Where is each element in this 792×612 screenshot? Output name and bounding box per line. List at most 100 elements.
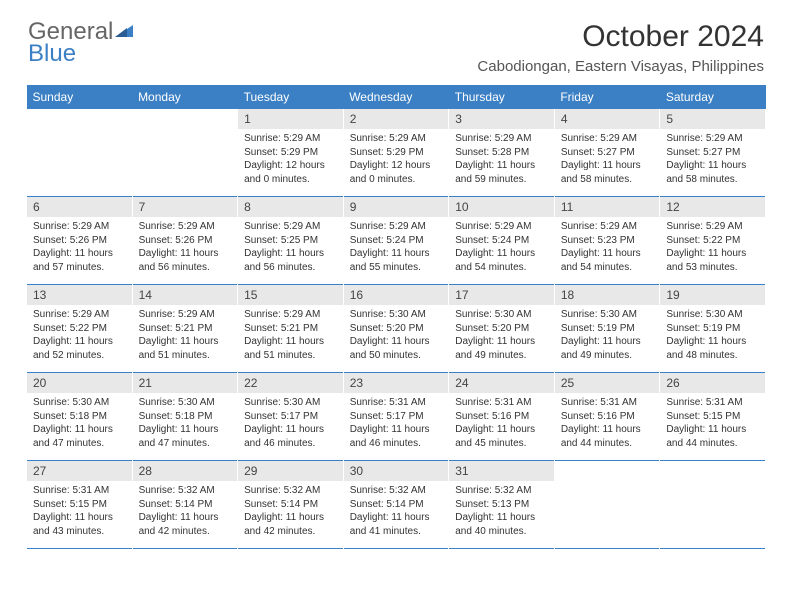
daylight-text: Daylight: 11 hours and 54 minutes. [561, 247, 654, 274]
daynum-29: 29 [238, 461, 344, 481]
daylight-text: Daylight: 11 hours and 55 minutes. [350, 247, 443, 274]
sunset-text: Sunset: 5:20 PM [455, 322, 548, 336]
logo: GeneralBlue [28, 20, 137, 66]
sunset-text: Sunset: 5:23 PM [561, 234, 654, 248]
sunset-text: Sunset: 5:25 PM [244, 234, 337, 248]
daylight-text: Daylight: 11 hours and 52 minutes. [33, 335, 126, 362]
day-empty [132, 129, 238, 197]
sunrise-text: Sunrise: 5:29 AM [244, 308, 337, 322]
logo-text-blue: Blue [28, 42, 137, 66]
daynum-empty [660, 461, 766, 481]
sunrise-text: Sunrise: 5:31 AM [666, 396, 759, 410]
sunset-text: Sunset: 5:14 PM [350, 498, 443, 512]
week-1-data: Sunrise: 5:29 AMSunset: 5:26 PMDaylight:… [27, 217, 766, 285]
week-0-data: Sunrise: 5:29 AM Sunset: 5:29 PMDaylight:… [27, 129, 766, 197]
sunrise-text: Sunrise: 5:29 AM [666, 132, 759, 146]
day-20-details: Sunrise: 5:30 AMSunset: 5:18 PMDaylight:… [27, 393, 133, 461]
daynum-24: 24 [449, 373, 555, 393]
week-3-data: Sunrise: 5:30 AMSunset: 5:18 PMDaylight:… [27, 393, 766, 461]
daylight-text: Daylight: 11 hours and 53 minutes. [666, 247, 759, 274]
sunset-text: Sunset: 5:22 PM [666, 234, 759, 248]
daylight-text: Daylight: 11 hours and 42 minutes. [244, 511, 337, 538]
day-21-details: Sunrise: 5:30 AMSunset: 5:18 PMDaylight:… [132, 393, 238, 461]
day-3-details: Sunrise: 5:29 AMSunset: 5:28 PMDaylight:… [449, 129, 555, 197]
day-18-details: Sunrise: 5:30 AMSunset: 5:19 PMDaylight:… [554, 305, 660, 373]
sunset-text: Sunset: 5:28 PM [455, 146, 548, 160]
daynum-10: 10 [449, 197, 555, 217]
week-2-daynums: 13141516171819 [27, 285, 766, 305]
day-empty [660, 481, 766, 549]
dow-friday: Friday [554, 85, 660, 109]
daynum-23: 23 [343, 373, 449, 393]
day-14-details: Sunrise: 5:29 AMSunset: 5:21 PMDaylight:… [132, 305, 238, 373]
daynum-15: 15 [238, 285, 344, 305]
sunrise-text: Sunrise: 5:30 AM [350, 308, 443, 322]
logo-triangle-icon [115, 20, 135, 44]
daylight-text: Daylight: 11 hours and 40 minutes. [455, 511, 548, 538]
daynum-14: 14 [132, 285, 238, 305]
sunset-text: Sunset: 5:17 PM [244, 410, 337, 424]
day-19-details: Sunrise: 5:30 AMSunset: 5:19 PMDaylight:… [660, 305, 766, 373]
daynum-27: 27 [27, 461, 133, 481]
daynum-13: 13 [27, 285, 133, 305]
sunset-text: Sunset: 5:19 PM [561, 322, 654, 336]
day-12-details: Sunrise: 5:29 AMSunset: 5:22 PMDaylight:… [660, 217, 766, 285]
day-11-details: Sunrise: 5:29 AMSunset: 5:23 PMDaylight:… [554, 217, 660, 285]
day-25-details: Sunrise: 5:31 AMSunset: 5:16 PMDaylight:… [554, 393, 660, 461]
daylight-text: Daylight: 11 hours and 51 minutes. [244, 335, 337, 362]
week-3-daynums: 20212223242526 [27, 373, 766, 393]
sunset-text: Sunset: 5:21 PM [244, 322, 337, 336]
sunrise-text: Sunrise: 5:29 AM [350, 220, 443, 234]
day-6-details: Sunrise: 5:29 AMSunset: 5:26 PMDaylight:… [27, 217, 133, 285]
sunset-text: Sunset: 5:17 PM [350, 410, 443, 424]
daynum-17: 17 [449, 285, 555, 305]
daynum-19: 19 [660, 285, 766, 305]
daynum-empty [554, 461, 660, 481]
week-1-daynums: 6789101112 [27, 197, 766, 217]
daylight-text: Daylight: 11 hours and 57 minutes. [33, 247, 126, 274]
daynum-16: 16 [343, 285, 449, 305]
day-29-details: Sunrise: 5:32 AMSunset: 5:14 PMDaylight:… [238, 481, 344, 549]
dow-wednesday: Wednesday [343, 85, 449, 109]
sunset-text: Sunset: 5:16 PM [561, 410, 654, 424]
sunrise-text: Sunrise: 5:29 AM [244, 220, 337, 234]
day-10-details: Sunrise: 5:29 AMSunset: 5:24 PMDaylight:… [449, 217, 555, 285]
daynum-2: 2 [343, 109, 449, 129]
day-31-details: Sunrise: 5:32 AMSunset: 5:13 PMDaylight:… [449, 481, 555, 549]
day-9-details: Sunrise: 5:29 AMSunset: 5:24 PMDaylight:… [343, 217, 449, 285]
daynum-8: 8 [238, 197, 344, 217]
daynum-31: 31 [449, 461, 555, 481]
sunrise-text: Sunrise: 5:30 AM [33, 396, 126, 410]
sunset-text: Sunset: 5:15 PM [666, 410, 759, 424]
dow-sunday: Sunday [27, 85, 133, 109]
sunrise-text: Sunrise: 5:32 AM [350, 484, 443, 498]
location-subtitle: Cabodiongan, Eastern Visayas, Philippine… [477, 58, 764, 75]
day-empty [27, 129, 133, 197]
daynum-18: 18 [554, 285, 660, 305]
month-title: October 2024 [477, 20, 764, 54]
sunrise-text: Sunrise: 5:29 AM [666, 220, 759, 234]
day-17-details: Sunrise: 5:30 AMSunset: 5:20 PMDaylight:… [449, 305, 555, 373]
daynum-21: 21 [132, 373, 238, 393]
daynum-4: 4 [554, 109, 660, 129]
dow-thursday: Thursday [449, 85, 555, 109]
sunrise-text: Sunrise: 5:30 AM [139, 396, 232, 410]
sunset-text: Sunset: 5:16 PM [455, 410, 548, 424]
daylight-text: Daylight: 12 hours and 0 minutes. [350, 159, 443, 186]
day-28-details: Sunrise: 5:32 AMSunset: 5:14 PMDaylight:… [132, 481, 238, 549]
daynum-5: 5 [660, 109, 766, 129]
sunrise-text: Sunrise: 5:29 AM [33, 308, 126, 322]
daylight-text: Daylight: 11 hours and 42 minutes. [139, 511, 232, 538]
sunset-text: Sunset: 5:14 PM [139, 498, 232, 512]
sunrise-text: Sunrise: 5:32 AM [244, 484, 337, 498]
sunrise-text: Sunrise: 5:29 AM [561, 132, 654, 146]
daylight-text: Daylight: 11 hours and 56 minutes. [139, 247, 232, 274]
day-15-details: Sunrise: 5:29 AMSunset: 5:21 PMDaylight:… [238, 305, 344, 373]
sunrise-text: Sunrise: 5:30 AM [244, 396, 337, 410]
sunset-text: Sunset: 5:29 PM [350, 146, 443, 160]
sunrise-text: Sunrise: 5:32 AM [455, 484, 548, 498]
sunrise-text: Sunrise: 5:31 AM [561, 396, 654, 410]
day-8-details: Sunrise: 5:29 AMSunset: 5:25 PMDaylight:… [238, 217, 344, 285]
sunrise-text: Sunrise: 5:31 AM [455, 396, 548, 410]
day-26-details: Sunrise: 5:31 AMSunset: 5:15 PMDaylight:… [660, 393, 766, 461]
